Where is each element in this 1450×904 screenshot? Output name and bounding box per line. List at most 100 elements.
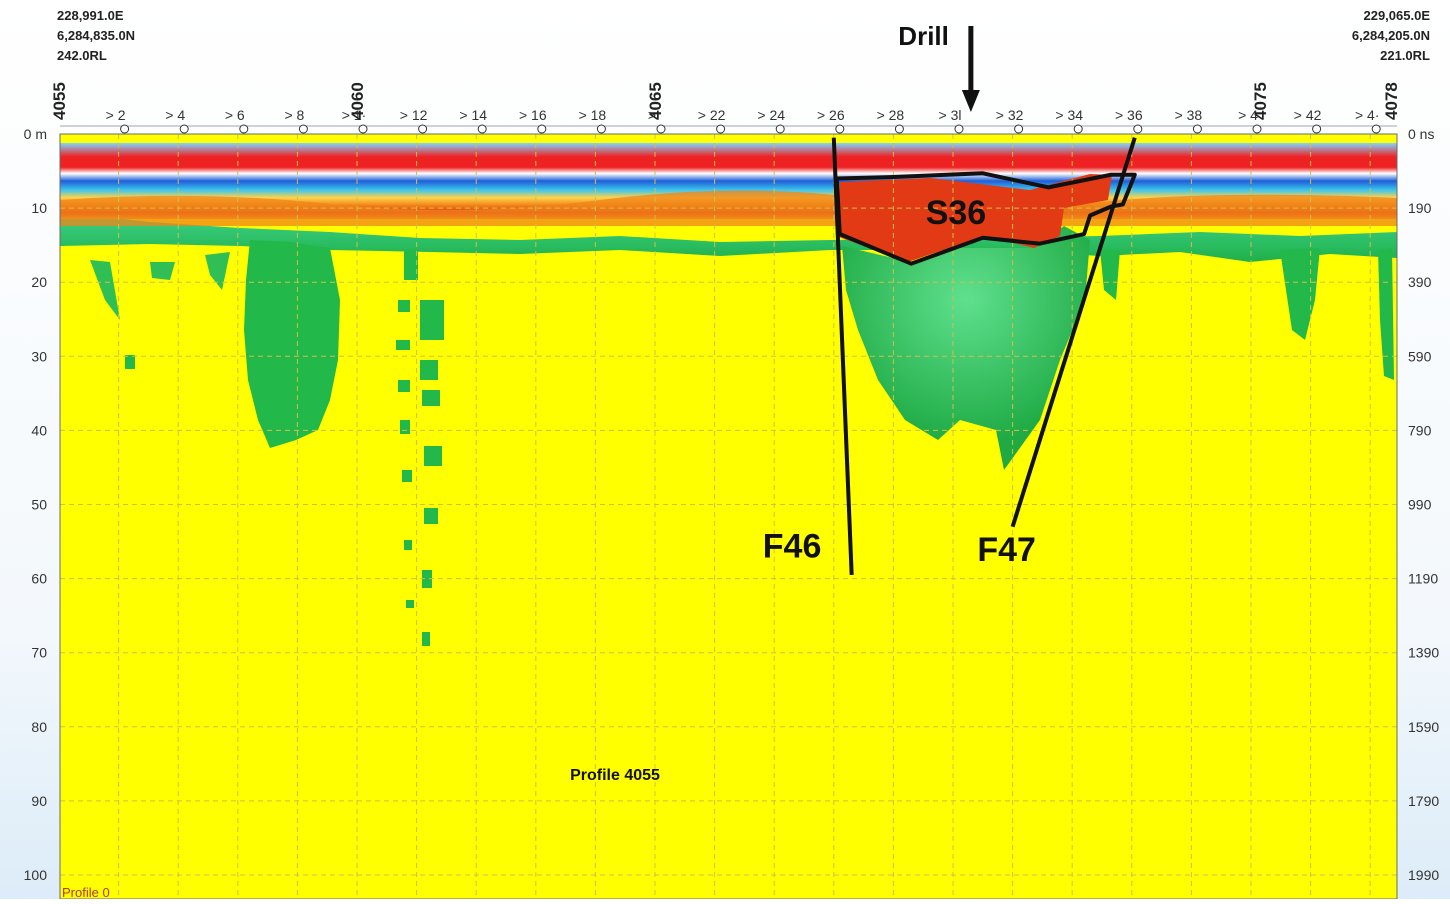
station-label: 4060 [348,82,367,120]
y-right-tick-label: 1190 [1408,571,1438,587]
x-tick-label: > 6 [225,107,245,123]
x-tick-marker [716,124,726,134]
x-tick-marker [477,124,487,134]
x-tick-marker [1252,124,1262,134]
y-right-tick-label: 1590 [1408,719,1439,735]
y-right-tick-label: 1390 [1408,645,1439,661]
x-tick-label: > 42 [1294,107,1322,123]
x-tick-label: > 3l [939,107,962,123]
x-tick-label: > [648,107,656,123]
y-left-tick-label: 90 [31,793,47,809]
y-right-tick-label: 1790 [1408,793,1439,809]
y-left-tick-label: 0 m [24,126,47,142]
right-easting: 229,065.0E [1363,8,1430,23]
y-left-tick-label: 50 [31,497,47,513]
s36-zone-outline [834,171,1137,266]
grid [60,134,1397,899]
x-tick-marker [298,124,308,134]
x-tick-label: > 36 [1115,107,1143,123]
x-tick-marker [775,124,785,134]
y-right-tick-label: 790 [1408,422,1432,438]
y-left-tick-label: 80 [31,719,47,735]
x-tick-label: > 28 [877,107,905,123]
x-tick-label: > 2 [106,107,126,123]
x-axis-stations: > 2 > 4 > 6 > 8 > 1· > 12 > 14 > 16 > 18 > > 22 > … [106,107,1381,134]
y-left-tick-label: 70 [31,645,47,661]
station-label: 4075 [1251,82,1270,120]
x-tick-label: > 14 [459,107,487,123]
red-anomaly-s36 [836,174,1112,262]
x-tick-marker [1014,124,1024,134]
y-axis-time: 0 ns 190 390 590 790 990 1190 1390 1590 1790 1990 [1408,126,1439,883]
x-tick-label: > 16 [519,107,547,123]
s36-label: S36 [926,194,987,232]
y-right-tick-label: 590 [1408,348,1432,364]
x-tick-label: > 4 [1238,107,1258,123]
x-tick-label: > 34 [1055,107,1083,123]
profile-label: Profile 4055 [570,767,660,784]
green-anomaly-column [125,250,444,646]
drill-arrow [961,26,980,112]
x-tick-label: > 4 [165,107,185,123]
station-labels: 4055 4060 4065 4075 4078 [50,82,1401,120]
corner-profile-label: Profile 0 [62,885,110,899]
green-anomaly-s36 [842,226,1090,470]
x-tick-label: > 38 [1175,107,1203,123]
x-tick-label: > 26 [817,107,845,123]
left-elevation: 242.0RL [57,48,107,63]
interpretation-overlay: Drill S36 F46 F47 [763,21,1137,575]
right-coordinates: 229,065.0E 6,284,205.0N 221.0RL [1352,8,1430,63]
x-tick-marker [537,124,547,134]
x-tick-label: > 32 [996,107,1024,123]
right-elevation: 221.0RL [1380,48,1430,63]
f46-label: F46 [763,527,822,565]
y-left-tick-label: 60 [31,571,47,587]
y-left-tick-label: 40 [31,422,47,438]
x-tick-marker [179,124,189,134]
x-tick-marker [1133,124,1143,134]
fault-line-f46 [831,137,854,575]
x-tick-marker [835,124,845,134]
x-tick-label: > 22 [698,107,726,123]
x-tick-marker [358,124,368,134]
x-tick-marker [596,124,606,134]
x-tick-marker [1192,124,1202,134]
x-tick-marker [1312,124,1322,134]
fault-line-f47 [1010,137,1137,528]
x-tick-label: > 12 [400,107,428,123]
green-anomaly-west [244,240,340,448]
anomaly-layer [60,212,1397,646]
y-right-tick-label: 390 [1408,274,1432,290]
drill-arrow-head [961,90,980,112]
x-tick-marker [1371,124,1381,134]
x-tick-label: > 4· [1355,107,1380,123]
left-coordinates: 228,991.0E 6,284,835.0N 242.0RL [57,8,135,63]
y-left-tick-label: 10 [31,200,47,216]
station-label: 4065 [646,82,665,120]
left-easting: 228,991.0E [57,8,124,23]
y-right-tick-label: 990 [1408,497,1432,513]
x-tick-marker [1073,124,1083,134]
f47-label: F47 [977,531,1036,569]
left-northing: 6,284,835.0N [57,28,135,43]
right-northing: 6,284,205.0N [1352,28,1430,43]
x-tick-label: > 18 [579,107,607,123]
x-tick-marker [120,124,130,134]
y-right-tick-label: 1990 [1408,867,1439,883]
x-tick-marker [656,124,666,134]
x-tick-marker [418,124,428,134]
y-axis-depth: 0 m 10 20 30 40 50 60 70 80 90 100 [24,126,48,883]
x-tick-marker [894,124,904,134]
y-right-tick-label: 0 ns [1408,126,1434,142]
drill-label: Drill [898,21,949,51]
x-tick-marker [239,124,249,134]
x-tick-label: > 8 [284,107,304,123]
x-tick-label: > 24 [757,107,785,123]
green-speckle-west [90,252,230,320]
y-left-tick-label: 30 [31,348,47,364]
y-left-tick-label: 100 [24,867,48,883]
station-label: 4055 [50,82,69,120]
y-left-tick-label: 20 [31,274,47,290]
